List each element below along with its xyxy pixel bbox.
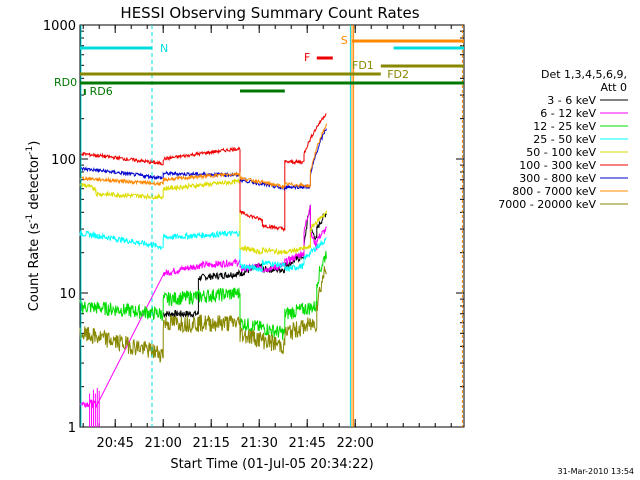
flag-label-n: N (160, 42, 168, 55)
legend-label: 6 - 12 keV (540, 107, 596, 120)
series-12-25kev (79, 250, 327, 341)
legend-label: 800 - 7000 keV (512, 185, 596, 198)
series-50-100kev (79, 177, 327, 256)
x-tick-label: 21:30 (240, 436, 277, 451)
flag-label-rd6: RD6 (90, 85, 113, 98)
plot-frame (79, 24, 465, 428)
legend-label: 7000 - 20000 keV (498, 198, 596, 211)
legend-label: 25 - 50 keV (533, 133, 596, 146)
x-tick-label: 20:45 (96, 436, 133, 451)
legend-label: 100 - 300 keV (519, 159, 596, 172)
x-axis-label: Start Time (01-Jul-05 20:34:22) (170, 457, 373, 472)
series-100-300kev (79, 113, 327, 233)
series-25-50kev (79, 229, 327, 274)
y-tick-label: 1000 (43, 19, 76, 34)
plot-timestamp: 31-Mar-2010 13:54 (558, 467, 635, 476)
legend-label: 300 - 800 keV (519, 172, 596, 185)
legend-header: Det 1,3,4,5,6,9, (541, 68, 627, 81)
y-axis-label: Count Rate (s-1 detector-1) (25, 141, 42, 312)
x-tick-label: 22:00 (336, 436, 373, 451)
chart-title: HESSI Observing Summary Count Rates (120, 4, 419, 22)
y-tick-label: 1 (68, 421, 76, 436)
y-tick-label: 10 (59, 287, 76, 302)
series-300-800kev (79, 128, 327, 191)
legend-label: 3 - 6 keV (547, 94, 596, 107)
flag-label-f: F (304, 51, 310, 64)
flag-label-s: S (341, 34, 348, 47)
legend-label: 12 - 25 keV (533, 120, 596, 133)
flag-label-rd0: RD0 (54, 76, 77, 89)
flag-label-fd2: FD2 (387, 68, 409, 81)
series-7000-20000kev (79, 266, 327, 363)
series-3-6kev (162, 204, 327, 319)
legend-header-att: Att 0 (601, 81, 627, 94)
flag-label-fd1: FD1 (352, 59, 374, 72)
y-tick-label: 100 (51, 153, 76, 168)
series-800-7000kev (79, 123, 327, 190)
x-tick-label: 21:45 (288, 436, 325, 451)
x-tick-label: 21:00 (144, 436, 181, 451)
x-tick-label: 21:15 (192, 436, 229, 451)
series-6-12kev (79, 204, 327, 409)
legend-label: 50 - 100 keV (526, 146, 596, 159)
